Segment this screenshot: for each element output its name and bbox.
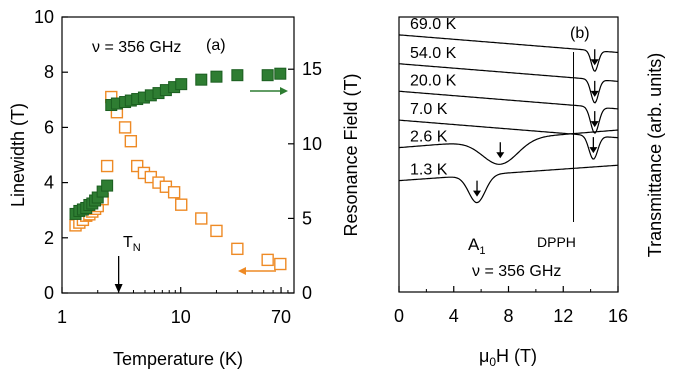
transmittance-curve — [398, 164, 619, 204]
panel-a-frequency-annotation: ν = 356 GHz — [92, 39, 181, 56]
resonance-field-point — [261, 69, 274, 82]
panel-a-x-ticks: 1 10 70 — [57, 287, 295, 327]
x-tick-label: 0 — [394, 306, 404, 326]
linewidth-point — [274, 257, 287, 271]
transmittance-curve — [398, 129, 619, 165]
left-y-tick-label: 6 — [44, 117, 54, 137]
x-tick-label: 4 — [449, 306, 459, 326]
temperature-label: 69.0 K — [410, 16, 457, 33]
dpph-label: DPPH — [537, 234, 576, 250]
panel-a-right-y-axis-label: Resonance Field (T) — [341, 73, 361, 236]
tn-label: TN — [123, 234, 141, 254]
transmittance-curve — [398, 119, 619, 160]
panel-b-temperature-labels: 69.0 K 54.0 K 20.0 K 7.0 K 2.6 K 1.3 K — [410, 16, 457, 179]
tn-arrow-head — [114, 284, 123, 293]
resonance-field-point — [195, 73, 208, 86]
resonance-field-point — [210, 70, 223, 83]
panel-a-left-y-axis-label: Linewidth (T) — [8, 103, 28, 207]
panel-a-label: (a) — [206, 37, 226, 54]
panel-b-x-ticks: 0 4 8 12 16 — [394, 286, 628, 326]
resonance-arrow-head — [496, 152, 505, 159]
x-tick-label: 10 — [171, 307, 191, 327]
panel-b-frequency-annotation: ν = 356 GHz — [472, 263, 561, 280]
linewidth-point — [124, 134, 138, 148]
resonance-arrow-head — [590, 59, 599, 66]
left-y-tick-label: 10 — [34, 7, 54, 27]
green-right-axis-arrow — [250, 87, 288, 95]
right-y-tick-label: 5 — [302, 208, 312, 228]
temperature-label: 54.0 K — [410, 45, 457, 62]
panel-a-right-y-ticks: 0 5 10 15 — [288, 59, 322, 303]
x-tick-label: 12 — [553, 306, 573, 326]
panel-b-curves — [398, 34, 619, 204]
linewidth-point — [210, 224, 223, 238]
linewidth-point — [195, 212, 208, 225]
panel-a-temperature-dependence: 1 10 70 0 2 4 6 8 10 0 5 10 15 (a) ν = 356 GHz Tem… — [8, 7, 361, 369]
orange-arrow-head — [238, 267, 246, 275]
temperature-label: 1.3 K — [410, 162, 448, 179]
transmittance-curve — [399, 90, 619, 134]
left-y-tick-label: 2 — [44, 228, 54, 248]
x-tick-label: 16 — [608, 306, 628, 326]
panel-b-resonance-arrows — [473, 49, 599, 197]
temperature-label: 20.0 K — [410, 72, 457, 89]
a1-label: A1 — [468, 235, 485, 257]
panel-a-data-points — [69, 67, 287, 271]
x-tick-label: 8 — [503, 306, 513, 326]
left-y-tick-label: 0 — [44, 283, 54, 303]
resonance-field-point — [231, 69, 244, 82]
resonance-arrow-head — [590, 121, 599, 128]
linewidth-point — [167, 186, 181, 199]
x-tick-label: 1 — [57, 307, 67, 327]
resonance-field-point — [274, 67, 287, 80]
right-y-tick-label: 15 — [302, 59, 322, 79]
temperature-label: 7.0 K — [410, 101, 448, 118]
linewidth-point — [131, 159, 144, 173]
resonance-field-point — [175, 78, 188, 91]
tn-marker: TN — [114, 234, 141, 293]
x-tick-label: 70 — [271, 307, 291, 327]
green-arrow-head — [280, 87, 288, 95]
right-y-tick-label: 0 — [302, 283, 312, 303]
resonance-arrow-head — [590, 90, 599, 97]
orange-left-axis-arrow — [238, 267, 276, 275]
panel-b-x-axis-label: μ0H (T) — [479, 346, 537, 369]
temperature-label: 2.6 K — [410, 129, 448, 146]
resonance-arrow-head — [473, 190, 482, 197]
linewidth-point — [261, 253, 274, 267]
panel-b-field-sweeps: 0 4 8 12 16 69.0 K 54.0 K 20.0 K 7.0 K 2.6 K 1.3 … — [394, 16, 665, 369]
transmittance-curve — [399, 63, 619, 104]
linewidth-point — [118, 121, 132, 134]
panel-a-frame — [61, 16, 295, 294]
panel-a-x-axis-label: Temperature (K) — [113, 349, 243, 369]
right-y-tick-label: 10 — [302, 134, 322, 154]
resonance-arrow-head — [589, 147, 598, 154]
linewidth-point — [175, 198, 188, 211]
resonance-field-point — [101, 179, 114, 192]
panel-a-left-y-ticks: 0 2 4 6 8 10 — [34, 7, 68, 303]
transmittance-curve — [398, 34, 619, 72]
linewidth-point — [231, 242, 244, 256]
linewidth-point — [100, 159, 114, 173]
left-y-tick-label: 8 — [44, 62, 54, 82]
left-y-tick-label: 4 — [44, 173, 54, 193]
panel-b-label: (b) — [570, 25, 590, 42]
panel-b-y-axis-label: Transmittance (arb. units) — [645, 53, 665, 257]
